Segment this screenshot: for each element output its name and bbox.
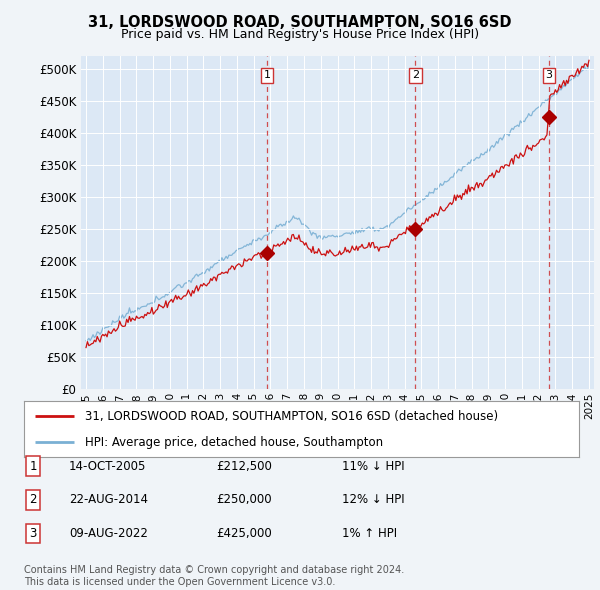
Text: £250,000: £250,000 <box>216 493 272 506</box>
Text: 22-AUG-2014: 22-AUG-2014 <box>69 493 148 506</box>
Text: 11% ↓ HPI: 11% ↓ HPI <box>342 460 404 473</box>
Text: 1: 1 <box>263 70 271 80</box>
Text: Contains HM Land Registry data © Crown copyright and database right 2024.
This d: Contains HM Land Registry data © Crown c… <box>24 565 404 587</box>
Text: 31, LORDSWOOD ROAD, SOUTHAMPTON, SO16 6SD (detached house): 31, LORDSWOOD ROAD, SOUTHAMPTON, SO16 6S… <box>85 410 498 423</box>
Text: 31, LORDSWOOD ROAD, SOUTHAMPTON, SO16 6SD: 31, LORDSWOOD ROAD, SOUTHAMPTON, SO16 6S… <box>88 15 512 30</box>
Text: 09-AUG-2022: 09-AUG-2022 <box>69 527 148 540</box>
Text: 2: 2 <box>412 70 419 80</box>
Text: Price paid vs. HM Land Registry's House Price Index (HPI): Price paid vs. HM Land Registry's House … <box>121 28 479 41</box>
Text: 3: 3 <box>545 70 553 80</box>
Text: 12% ↓ HPI: 12% ↓ HPI <box>342 493 404 506</box>
Text: 2: 2 <box>29 493 37 506</box>
Text: 14-OCT-2005: 14-OCT-2005 <box>69 460 146 473</box>
Text: 1% ↑ HPI: 1% ↑ HPI <box>342 527 397 540</box>
Bar <box>267 56 549 389</box>
Text: £425,000: £425,000 <box>216 527 272 540</box>
Text: HPI: Average price, detached house, Southampton: HPI: Average price, detached house, Sout… <box>85 435 383 448</box>
Text: 1: 1 <box>29 460 37 473</box>
Text: £212,500: £212,500 <box>216 460 272 473</box>
Text: 3: 3 <box>29 527 37 540</box>
